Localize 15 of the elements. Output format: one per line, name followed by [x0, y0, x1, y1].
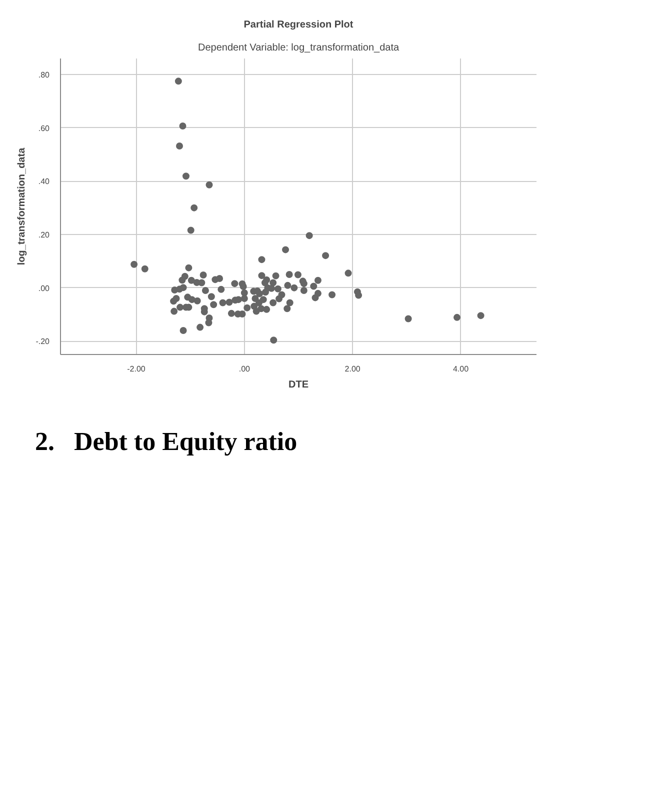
y-axis-title: log_transformation_data — [16, 147, 28, 266]
y-tick-label: .80 — [38, 70, 50, 80]
x-tick-label: -2.00 — [127, 364, 146, 374]
x-tick-label: 4.00 — [452, 364, 470, 374]
chart-subtitle: Dependent Variable: log_transformation_data — [198, 42, 400, 54]
x-tick-label: 2.00 — [344, 364, 361, 374]
y-tick-label: -.20 — [36, 337, 50, 346]
y-tick-label: .20 — [38, 230, 50, 240]
chart-title: Partial Regression Plot — [244, 20, 354, 30]
y-tick-label: .40 — [38, 177, 50, 186]
x-axis-title: DTE — [288, 380, 309, 390]
text: 2. Debt to Equity ratio — [35, 426, 298, 458]
x-tick-label: .00 — [238, 364, 251, 374]
y-tick-label: .60 — [38, 124, 50, 133]
y-tick-label: .00 — [38, 284, 50, 293]
